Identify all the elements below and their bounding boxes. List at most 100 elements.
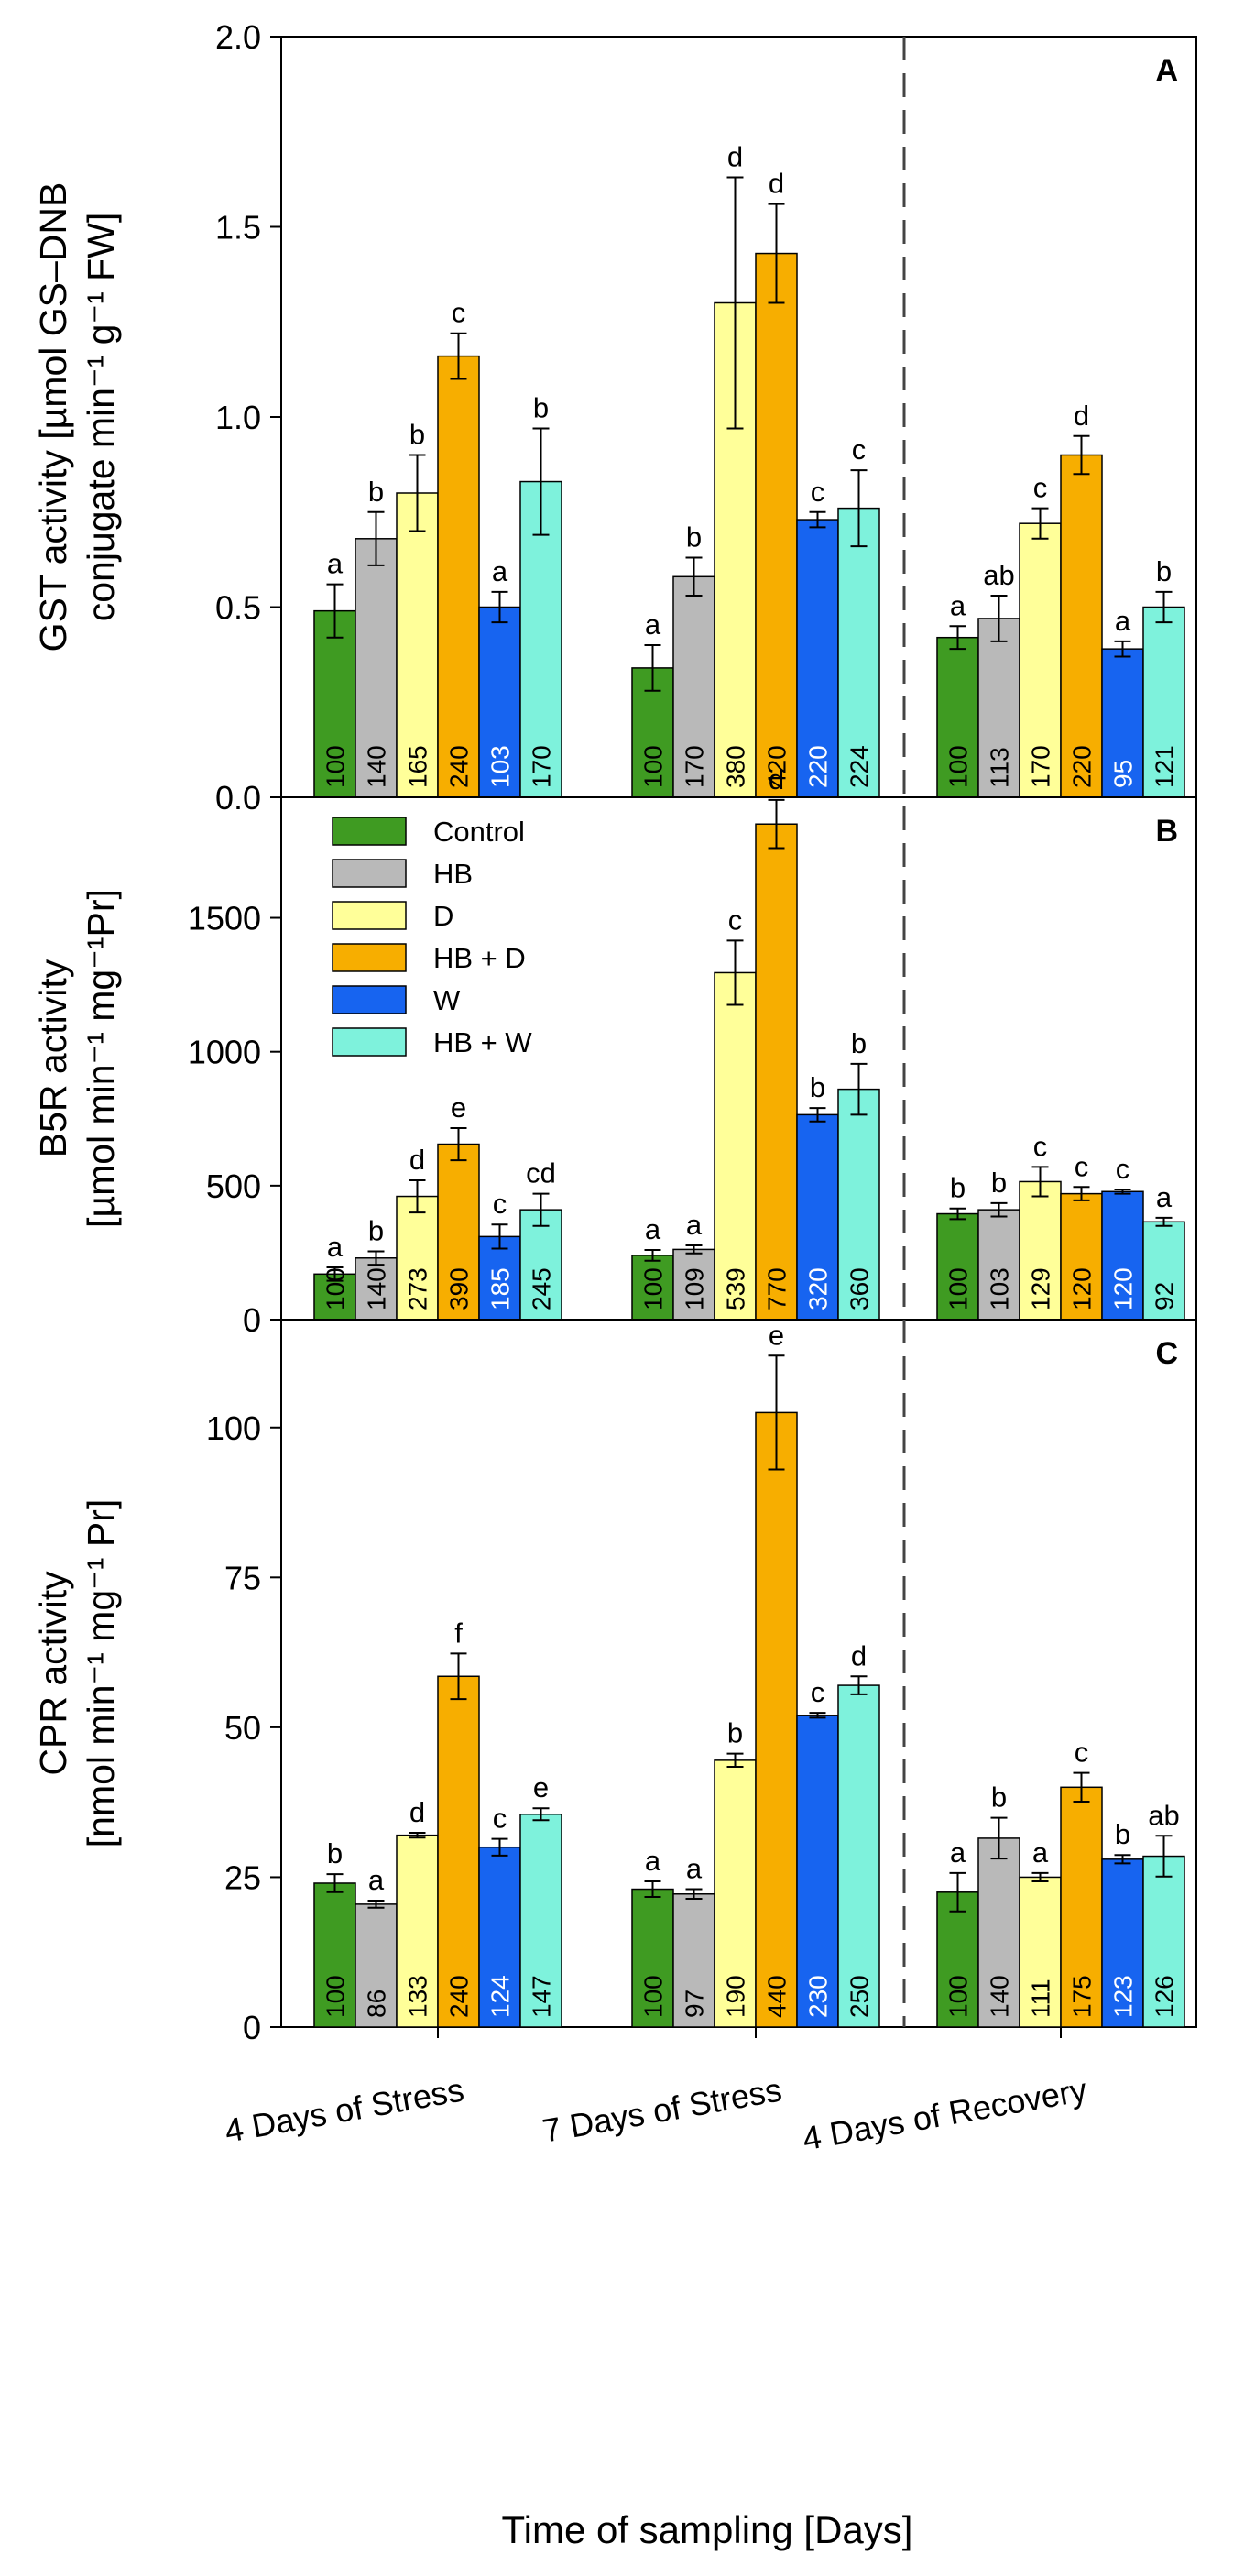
significance-letter: c <box>493 1188 507 1220</box>
bar <box>936 1891 979 2028</box>
bar <box>355 1257 398 1321</box>
y-tick-label: 1.5 <box>215 209 261 247</box>
bar <box>313 1882 356 2028</box>
y-tick-label: 50 <box>224 1709 261 1747</box>
significance-letter: c <box>1033 1130 1048 1162</box>
significance-letter: a <box>950 1836 966 1869</box>
panel-letter: C <box>1155 1336 1178 1371</box>
significance-letter: c <box>811 1676 825 1708</box>
percent-label: 230 <box>804 1975 833 2018</box>
significance-letter: b <box>991 1167 1007 1199</box>
percent-label: 113 <box>986 747 1014 788</box>
x-axis-categories: 4 Days of Stress 7 Days of Stress 4 Days o… <box>222 2027 1089 2157</box>
significance-letter: c <box>811 476 825 508</box>
y-tick-label: 2.0 <box>215 18 261 56</box>
significance-letter: b <box>409 419 425 451</box>
bar <box>837 507 880 798</box>
significance-letter: ab <box>1148 1799 1179 1831</box>
significance-letter: e <box>451 1091 466 1124</box>
legend-label: HB + D <box>433 942 526 974</box>
significance-letter: a <box>1032 1836 1049 1869</box>
bar <box>355 538 398 798</box>
significance-letter: c <box>493 1803 507 1835</box>
significance-letter: e <box>533 1771 549 1803</box>
bar <box>478 606 521 798</box>
bar <box>714 971 757 1321</box>
percent-label: 165 <box>404 745 432 788</box>
percent-label: 185 <box>486 1267 515 1310</box>
bar <box>837 1684 880 2028</box>
percent-label: 123 <box>1109 1975 1138 2018</box>
significance-letter: b <box>991 1781 1007 1814</box>
percent-label: 440 <box>763 1975 791 2018</box>
bar <box>437 1675 480 2028</box>
bar <box>1142 1855 1185 2028</box>
percent-label: 390 <box>445 1267 474 1310</box>
significance-letter: a <box>686 1853 703 1885</box>
significance-letter: e <box>769 1319 784 1351</box>
percent-label: 240 <box>445 745 474 788</box>
bar <box>437 1143 480 1321</box>
bar <box>1142 1221 1185 1321</box>
legend-swatch <box>332 1027 407 1057</box>
y-tick-label: 0.0 <box>215 779 261 817</box>
percent-label: 220 <box>804 745 833 788</box>
percent-label: 100 <box>322 1975 350 2018</box>
significance-letter: a <box>950 589 966 621</box>
percent-label: 121 <box>1151 745 1179 788</box>
percent-label: 170 <box>528 745 556 788</box>
legend-swatch <box>332 943 407 972</box>
significance-letter: b <box>727 1717 743 1749</box>
significance-letter: b <box>368 1214 384 1246</box>
y-axis-label-line2: conjugate min⁻¹ g⁻¹ FW] <box>80 213 122 622</box>
significance-letter: c <box>1116 1153 1130 1185</box>
percent-label: 220 <box>1068 745 1097 788</box>
significance-letter: a <box>368 1864 385 1896</box>
significance-letter: d <box>769 763 784 795</box>
percent-label: 100 <box>639 1975 668 2018</box>
significance-letter: b <box>851 1027 867 1059</box>
percent-label: 770 <box>763 1267 791 1310</box>
y-tick-label: 0 <box>243 2009 261 2046</box>
bar <box>631 1888 674 2028</box>
percent-label: 120 <box>1068 1267 1097 1310</box>
legend-swatch <box>332 985 407 1014</box>
significance-letter: b <box>368 476 384 508</box>
percent-label: 126 <box>1151 1975 1179 2018</box>
percent-label: 100 <box>322 1267 350 1310</box>
x-category-label: 7 Days of Stress <box>540 2071 784 2150</box>
bar <box>977 1209 1020 1321</box>
legend-swatch <box>332 859 407 888</box>
significance-letter: c <box>1033 472 1048 504</box>
significance-letter: d <box>851 1639 867 1672</box>
percent-label: 124 <box>486 1975 515 2018</box>
percent-label: 100 <box>944 1975 973 2018</box>
bar <box>478 1235 521 1321</box>
bar <box>1019 1876 1062 2028</box>
panel-b: 0 500 1000 1500 B5R activity [µmol min⁻¹ mg⁻¹… <box>32 763 1197 1339</box>
significance-letter: d <box>727 141 743 173</box>
percent-label: 250 <box>846 1975 874 2018</box>
bar <box>755 1411 798 2028</box>
significance-letter: a <box>327 548 344 580</box>
panels: 0.0 0.5 1.0 1.5 2.0 GST activity [µmol GS–DNB… <box>32 18 1197 2046</box>
percent-label: 170 <box>1027 745 1055 788</box>
percent-label: 320 <box>804 1267 833 1310</box>
percent-label: 420 <box>763 745 791 788</box>
percent-label: 92 <box>1151 1282 1179 1310</box>
y-axis-label-line1: CPR activity <box>32 1571 74 1776</box>
significance-letter: a <box>492 555 508 587</box>
significance-letter: b <box>1156 555 1172 587</box>
significance-letter: d <box>1074 400 1089 432</box>
bar <box>478 1846 521 2028</box>
legend-label: D <box>433 900 453 932</box>
percent-label: 539 <box>722 1267 750 1310</box>
significance-letter: a <box>645 608 661 641</box>
significance-letter: c <box>1075 1150 1089 1182</box>
percent-label: 175 <box>1068 1975 1097 2018</box>
significance-letter: a <box>645 1845 661 1877</box>
y-tick-label: 0.5 <box>215 589 261 627</box>
legend-label: W <box>433 984 461 1016</box>
percent-label: 140 <box>986 1975 1014 2018</box>
panel-a: 0.0 0.5 1.0 1.5 2.0 GST activity [µmol GS–DNB… <box>32 18 1197 817</box>
